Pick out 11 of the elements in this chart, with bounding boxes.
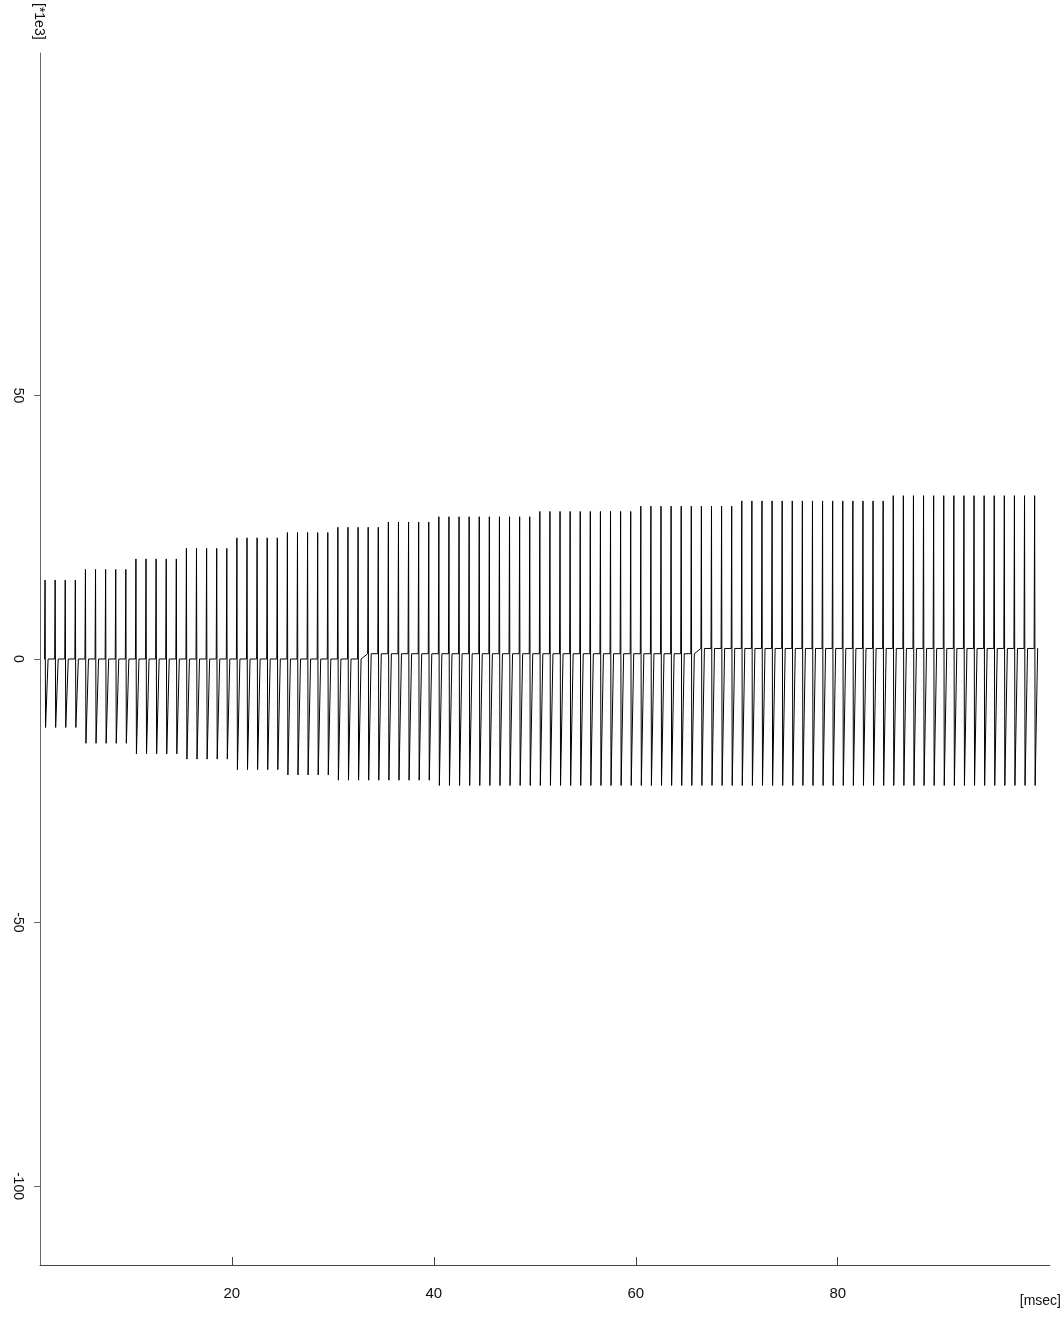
y-tick-label: 0 [11,655,27,664]
x-tick-label: 40 [425,1284,443,1301]
x-tick-label: 80 [829,1284,847,1301]
y-axis-title: [*1e3] [32,3,48,40]
x-tick-label: 20 [223,1284,241,1301]
y-tick-label: 50 [11,387,27,404]
x-tick-label: 60 [627,1284,645,1301]
line-series [44,495,1039,786]
y-tick-label: -50 [11,912,27,933]
x-axis-title: [msec] [1019,1292,1062,1308]
y-tick-label: -100 [11,1171,27,1201]
